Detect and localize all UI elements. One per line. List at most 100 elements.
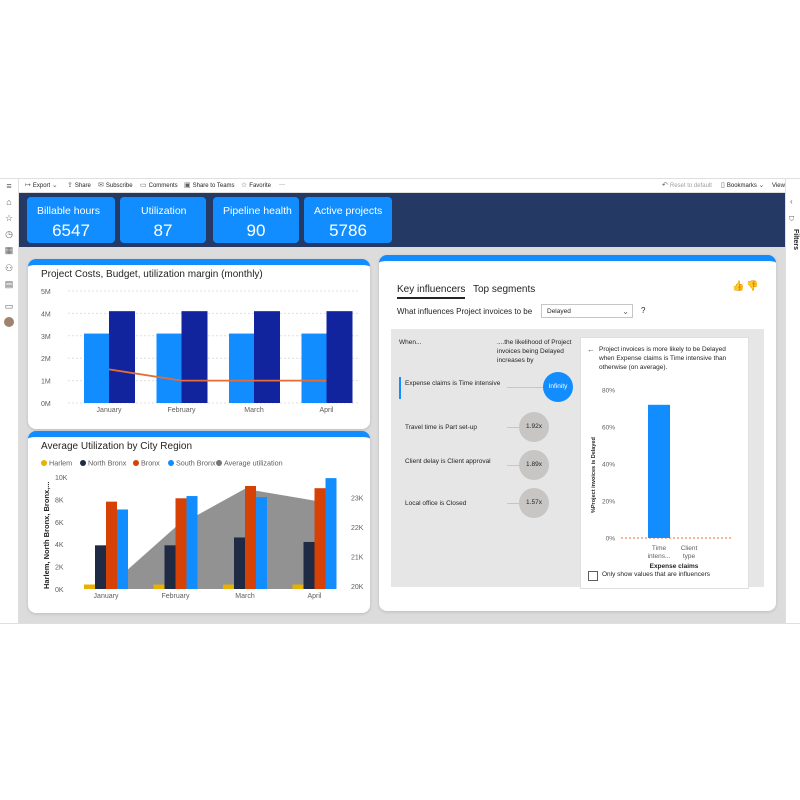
chevron-left-icon[interactable]: ‹ xyxy=(790,197,793,206)
share-to-teams-button[interactable]: ▣ Share to Teams xyxy=(184,182,235,189)
column-header-likelihood: ....the likelihood of Project invoices b… xyxy=(497,339,572,364)
influencer-question: What influences Project invoices to be xyxy=(397,307,533,316)
recent-icon[interactable]: ◷ xyxy=(5,229,13,239)
influencer-label[interactable]: Local office is Closed xyxy=(405,500,467,507)
thumbs-down-icon[interactable]: 👎 xyxy=(746,281,759,292)
y2-tick-label: 23K xyxy=(351,496,364,503)
bookmark-icon: ▯ xyxy=(721,182,725,189)
area-series-average xyxy=(106,488,315,589)
favorites-icon[interactable]: ☆ xyxy=(4,213,14,223)
bar-series-1 xyxy=(156,333,182,403)
hamburger-icon[interactable]: ≡ xyxy=(6,181,12,191)
home-icon[interactable]: ⌂ xyxy=(6,197,12,207)
y-tick-label: 3M xyxy=(41,334,51,341)
y2-tick-label: 22K xyxy=(351,525,364,532)
shared-icon[interactable]: ⚇ xyxy=(4,263,14,273)
apps-icon[interactable]: ▦ xyxy=(4,245,14,255)
back-arrow-icon[interactable]: ← xyxy=(587,345,595,354)
outcome-dropdown[interactable]: Delayed ⌄ xyxy=(541,304,633,318)
bookmarks-button[interactable]: ▯ Bookmarks ⌄ xyxy=(721,182,765,189)
chevron-down-icon: ⌄ xyxy=(758,182,765,189)
connector-line xyxy=(507,387,547,388)
bar-series-1 xyxy=(301,333,327,403)
comments-button[interactable]: ▭ Comments xyxy=(140,182,178,189)
influencer-detail-text: Project invoices is more likely to be De… xyxy=(599,346,727,371)
x-tick-label: March xyxy=(244,407,264,414)
kpi-value: 87 xyxy=(153,221,173,240)
kpi-card-active-projects[interactable]: Active projects 5786 xyxy=(304,197,392,243)
project-costs-chart: 0M 1M 2M 3M 4M 5M January February March April xyxy=(41,289,358,414)
bar-south-bronx xyxy=(256,497,267,589)
left-nav-rail: ≡ ⌂ ☆ ◷ ▦ ⚇ ▤ ▭ xyxy=(0,179,19,623)
export-button[interactable]: ↦ Export ⌄ xyxy=(25,182,58,189)
influencer-bubble[interactable]: 1.89x xyxy=(519,450,549,480)
filters-label[interactable]: Filters xyxy=(792,229,799,251)
filters-pane-collapsed[interactable]: ‹ ⛉ Filters xyxy=(785,179,800,623)
app-window: ≡ ⌂ ☆ ◷ ▦ ⚇ ▤ ▭ ↦ Export ⌄ ⇪ Share ✉ Subscr… xyxy=(0,178,800,624)
bar-north-bronx xyxy=(303,541,315,589)
bar-bronx xyxy=(175,498,187,589)
key-influencers-card[interactable]: Key influencers Top segments 👍 👎 What in… xyxy=(379,255,776,611)
undo-icon: ↶ xyxy=(662,182,668,189)
legend-label: Average utilization xyxy=(224,459,283,468)
influencer-bubble[interactable]: 1.57x xyxy=(519,488,549,518)
influencer-bubble[interactable]: 1.92x xyxy=(519,412,549,442)
influencers-only-checkbox[interactable] xyxy=(588,571,598,581)
bar-south-bronx xyxy=(186,496,198,589)
influencer-label[interactable]: Client delay is Client approval xyxy=(405,458,491,465)
more-options-button[interactable]: ··· xyxy=(279,182,285,188)
kpi-card-pipeline-health[interactable]: Pipeline health 90 xyxy=(213,197,299,243)
bar-harlem xyxy=(292,584,304,589)
legend-marker xyxy=(133,460,139,466)
y-tick-label: 20% xyxy=(602,499,615,506)
y-tick-label: 80% xyxy=(602,388,615,395)
favorite-button[interactable]: ☆ Favorite xyxy=(241,182,271,189)
share-button[interactable]: ⇪ Share xyxy=(67,182,91,189)
subscribe-button[interactable]: ✉ Subscribe xyxy=(98,182,133,189)
bar-series-2 xyxy=(109,311,135,403)
bar-harlem xyxy=(84,584,95,589)
y-tick-label: 2M xyxy=(41,356,51,363)
x-tick-label: April xyxy=(319,407,333,414)
reset-to-default-button[interactable]: ↶ Reset to default xyxy=(662,182,712,189)
star-icon: ☆ xyxy=(241,182,248,189)
selected-indicator xyxy=(399,377,401,399)
x-axis-title: Expense claims xyxy=(650,563,699,570)
bar-bronx xyxy=(106,501,117,589)
avg-utilization-card[interactable]: Average Utilization by City Region Harle… xyxy=(28,431,370,613)
x-tick-label: March xyxy=(235,593,255,600)
influencer-bubble-infinity[interactable]: Infinity xyxy=(543,372,573,402)
chat-icon[interactable]: ▭ xyxy=(4,301,14,311)
y2-tick-label: 20K xyxy=(351,584,364,591)
tab-key-influencers[interactable]: Key influencers xyxy=(397,284,466,299)
kpi-card-billable-hours[interactable]: Billable hours 6547 xyxy=(27,197,115,243)
y-tick-label: 4M xyxy=(41,311,51,318)
thumbs-up-icon[interactable]: 👍 xyxy=(732,281,745,292)
legend-marker xyxy=(216,460,222,466)
influencer-label[interactable]: Expense claims is Time intensive xyxy=(405,380,501,387)
project-costs-card[interactable]: Project Costs, Budget, utilization margi… xyxy=(28,259,370,429)
comment-icon: ▭ xyxy=(140,182,147,189)
line-series xyxy=(108,368,327,382)
bar-bronx xyxy=(245,485,256,589)
workspace-icon[interactable]: ▤ xyxy=(4,279,14,289)
influencer-label[interactable]: Travel time is Part set-up xyxy=(405,424,478,431)
kpi-header-band: Billable hours 6547 Utilization 87 Pipel… xyxy=(19,193,785,247)
kpi-value: 5786 xyxy=(329,221,367,240)
kpi-card-utilization[interactable]: Utilization 87 xyxy=(120,197,206,243)
bar-south-bronx xyxy=(325,478,337,589)
y-tick-label: 10K xyxy=(55,475,68,482)
tab-top-segments[interactable]: Top segments xyxy=(473,284,536,295)
help-icon[interactable]: ? xyxy=(641,306,646,315)
x-tick-label: April xyxy=(307,593,321,600)
x-tick-label: January xyxy=(94,593,119,600)
report-canvas: Billable hours 6547 Utilization 87 Pipel… xyxy=(19,193,785,623)
bar-series-2 xyxy=(254,311,280,403)
connector-line xyxy=(507,465,521,466)
bar-series-2 xyxy=(326,311,353,403)
bar-series-2 xyxy=(181,311,208,403)
bar-series-1 xyxy=(229,333,254,403)
y-tick-label: 1M xyxy=(41,379,51,386)
legend-label: North Bronx xyxy=(88,459,127,468)
avatar[interactable] xyxy=(4,317,14,327)
